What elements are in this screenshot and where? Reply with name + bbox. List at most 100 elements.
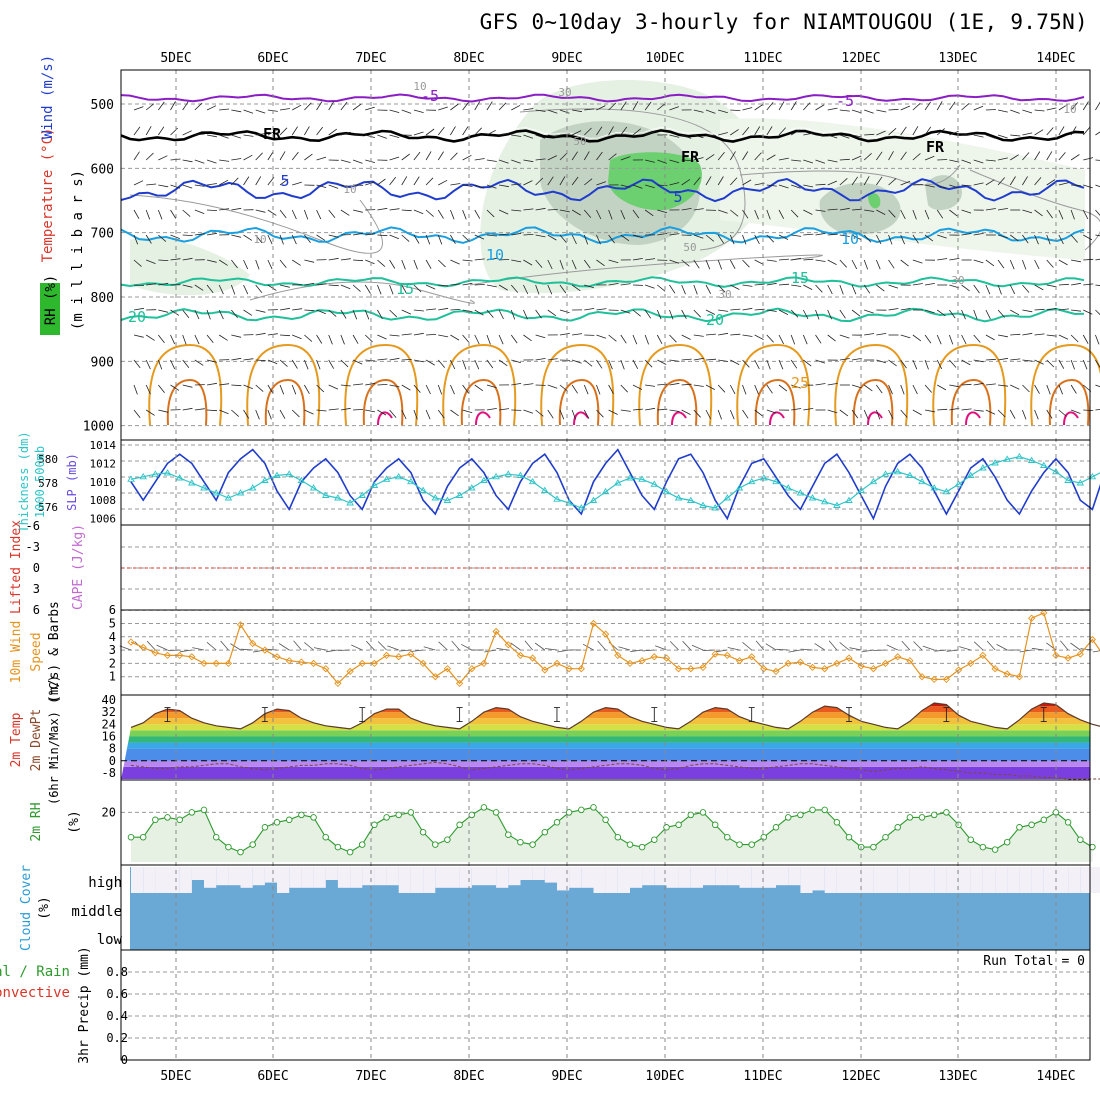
wind-barb: [292, 181, 302, 186]
wind-barb: [547, 134, 558, 138]
wind-barb: [766, 154, 776, 161]
wind-barb: [425, 259, 432, 269]
wind-barb: [827, 180, 838, 186]
wind-barb: [279, 409, 286, 419]
temp-ytick-label: 32: [102, 705, 116, 719]
wind-barb: [791, 257, 802, 261]
panel-frame: [120, 949, 1091, 1061]
thickness-marker: [455, 491, 464, 498]
cloud-high-gap: [873, 867, 886, 893]
wind-barb: [401, 153, 410, 161]
rh-marker: [152, 816, 159, 824]
wind-barb: [316, 209, 322, 220]
wind-barb: [997, 109, 1008, 113]
wind-barb: [194, 233, 205, 236]
wind-barb: [364, 284, 371, 294]
li-ytick-label: -3: [26, 540, 40, 554]
wind-barb: [182, 101, 189, 111]
wind-barb: [498, 359, 508, 367]
rh-marker: [298, 811, 305, 819]
wind-barb: [340, 359, 349, 368]
thickness-marker: [175, 474, 184, 481]
wind-barb: [851, 309, 861, 317]
temperature-band: [121, 730, 1090, 737]
thickness-marker: [528, 477, 537, 485]
wind-barb: [377, 384, 388, 386]
wind-barb: [681, 284, 686, 295]
surface-wind-barb: [873, 649, 886, 651]
rh-marker: [553, 819, 561, 826]
wind-barb: [620, 359, 625, 370]
wind-barb: [389, 409, 397, 418]
thickness-line: [130, 456, 1100, 509]
wind-barb: [742, 107, 753, 111]
wind-barb: [438, 284, 449, 287]
surface-wind-barb: [913, 641, 923, 651]
wind-barb: [645, 384, 656, 387]
wind-barb: [401, 234, 410, 242]
wind-barb: [1046, 179, 1056, 186]
wind-barb: [790, 209, 799, 218]
cloud-high-gap: [1031, 867, 1044, 893]
wind-barb: [316, 359, 321, 370]
wind-barb: [608, 234, 615, 244]
upper-ytick-label: 800: [91, 291, 114, 306]
wind-barb: [1070, 209, 1075, 220]
wind-barb: [924, 409, 935, 413]
li-ytick-label: 0: [33, 561, 40, 575]
wind-barb: [1009, 259, 1015, 270]
wind-barb: [681, 358, 692, 361]
wind-barb: [1034, 359, 1044, 365]
wind-barb: [766, 384, 773, 394]
wind-barb: [170, 184, 181, 189]
wind-barb: [937, 384, 947, 391]
wind-barb: [389, 334, 400, 337]
contour-label: 30: [718, 288, 731, 301]
wind-barb: [486, 384, 497, 389]
wind-barb: [632, 309, 641, 317]
freezing-level-line: [120, 129, 1085, 143]
wind-barb: [146, 259, 156, 264]
wind-barb: [340, 159, 351, 163]
wind-barb: [510, 334, 518, 344]
wind-barb: [912, 384, 918, 395]
wind-barb: [255, 209, 266, 213]
wind-barb: [511, 159, 521, 164]
wind-barb: [462, 101, 470, 111]
rh-marker: [200, 806, 208, 814]
wind-barb: [243, 134, 254, 137]
wind-barb: [291, 126, 298, 136]
wind-barb: [255, 409, 260, 420]
wind-barb: [863, 259, 869, 270]
wind-barb: [924, 126, 932, 136]
wind-barb: [851, 409, 859, 419]
wind-barb: [681, 309, 687, 319]
wind-barb: [401, 176, 408, 186]
wind-barb: [656, 309, 662, 320]
contour-label: 5: [280, 172, 289, 190]
cloud-high-gap: [483, 867, 497, 886]
wind-barb: [742, 127, 750, 136]
rh-marker: [383, 814, 390, 821]
wind-barb: [145, 384, 151, 395]
wind-barb: [255, 234, 263, 244]
wind-barb: [158, 101, 165, 111]
wind-barb: [401, 309, 412, 315]
wind-barb: [437, 384, 443, 395]
wind-barb: [1083, 157, 1094, 161]
wind-barb: [1058, 384, 1063, 395]
wind-barb: [864, 133, 875, 136]
wind-barb: [486, 209, 495, 218]
wind-barb: [437, 126, 445, 136]
rh-marker: [407, 809, 415, 816]
temp-axis-label: 2m DewPt: [29, 709, 44, 772]
wind-barb: [632, 184, 643, 189]
wind-barb: [985, 284, 991, 295]
cloud-high-gap: [423, 867, 436, 893]
wind-speed-marker: [894, 653, 902, 661]
wind-barb: [425, 177, 434, 186]
wind-barb: [571, 176, 579, 186]
wind-barb: [316, 234, 326, 241]
wind-barb: [864, 333, 875, 336]
wind-barb: [973, 233, 984, 236]
